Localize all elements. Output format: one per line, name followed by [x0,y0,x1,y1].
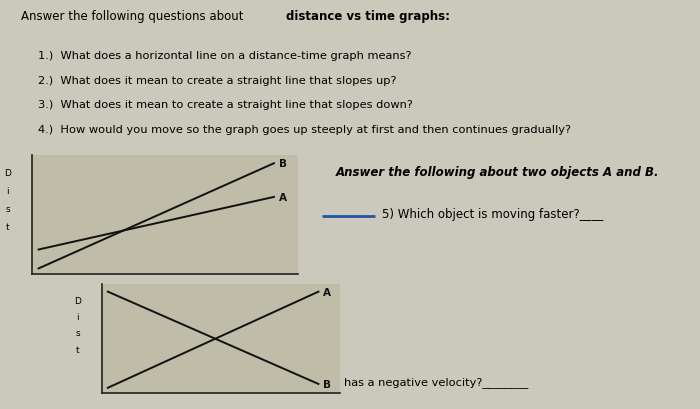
Text: s: s [5,204,10,213]
Text: 6) Which has a negative velocity?________: 6) Which has a negative velocity?_______… [290,376,529,387]
Text: i: i [76,312,79,321]
Text: 2.)  What does it mean to create a straight line that slopes up?: 2.) What does it mean to create a straig… [38,76,397,85]
Text: 5) Which object is moving faster?____: 5) Which object is moving faster?____ [382,207,603,220]
Text: Time: Time [153,286,176,296]
Text: 1.)  What does a horizontal line on a distance-time graph means?: 1.) What does a horizontal line on a dis… [38,51,412,61]
Text: t: t [6,222,9,231]
Text: t: t [76,345,80,354]
Text: D: D [4,169,11,178]
Text: i: i [6,187,9,196]
Text: 3.)  What does it mean to create a straight line that slopes down?: 3.) What does it mean to create a straig… [38,100,414,110]
Text: A: A [323,287,330,297]
Text: B: B [323,379,330,389]
Text: D: D [74,296,81,305]
Text: s: s [76,328,80,337]
Text: Answer the following about two objects A and B.: Answer the following about two objects A… [336,166,659,179]
Text: A: A [279,192,287,202]
Text: Answer the following questions about: Answer the following questions about [21,10,247,23]
Text: Time: Time [209,408,232,409]
Text: distance vs time graphs:: distance vs time graphs: [286,10,449,23]
Text: B: B [279,159,287,169]
Text: 4.)  How would you move so the graph goes up steeply at first and then continues: 4.) How would you move so the graph goes… [38,125,571,135]
